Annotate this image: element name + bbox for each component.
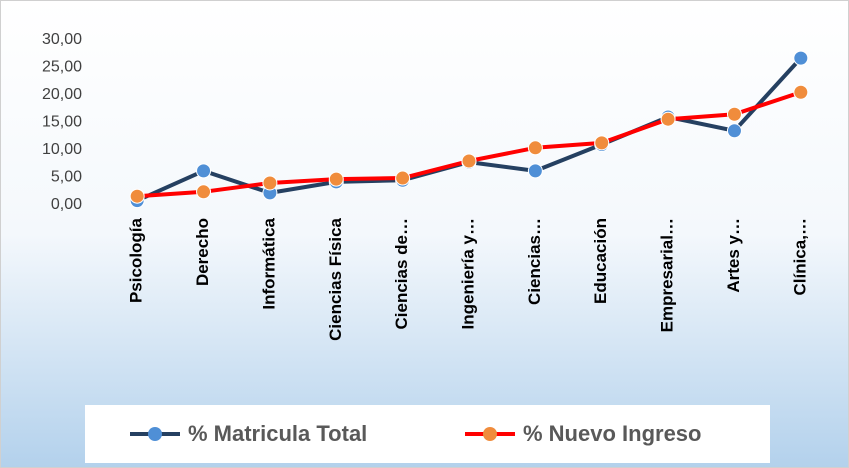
legend-label: % Nuevo Ingreso [523, 421, 701, 446]
y-tick-label: 30,00 [42, 31, 82, 48]
y-tick-label: 5,00 [51, 169, 82, 186]
marker [328, 171, 344, 187]
marker [527, 163, 543, 179]
marker [196, 184, 212, 200]
x-tick-label: Ciencias… [525, 218, 544, 305]
x-tick-label: Clínica,… [790, 218, 809, 295]
marker [594, 135, 610, 151]
x-tick-label: Empresarial… [658, 218, 677, 332]
y-tick-label: 10,00 [42, 141, 82, 158]
y-tick-label: 0,00 [51, 196, 82, 213]
x-tick-label: Ingeniería y… [458, 218, 477, 329]
marker [726, 123, 742, 139]
marker [129, 188, 145, 204]
legend-box [85, 405, 770, 463]
x-tick-label: Informática [259, 217, 278, 309]
x-tick-label: Educación [591, 218, 610, 304]
marker [527, 140, 543, 156]
x-tick-label: Ciencias Física [326, 217, 345, 340]
marker [196, 163, 212, 179]
x-tick-label: Derecho [193, 218, 212, 286]
x-tick-label: Psicología [127, 217, 146, 303]
marker [262, 175, 278, 191]
legend-marker [148, 427, 162, 441]
marker [793, 84, 809, 100]
y-tick-label: 25,00 [42, 59, 82, 76]
legend-label: % Matricula Total [188, 421, 367, 446]
x-tick-label: Artes y… [724, 218, 743, 293]
marker [395, 170, 411, 186]
x-tick-label: Ciencias de… [392, 218, 411, 330]
y-tick-label: 15,00 [42, 114, 82, 131]
legend-marker [483, 427, 497, 441]
marker [793, 50, 809, 66]
marker [461, 153, 477, 169]
marker [660, 111, 676, 127]
y-tick-label: 20,00 [42, 86, 82, 103]
marker [726, 106, 742, 122]
